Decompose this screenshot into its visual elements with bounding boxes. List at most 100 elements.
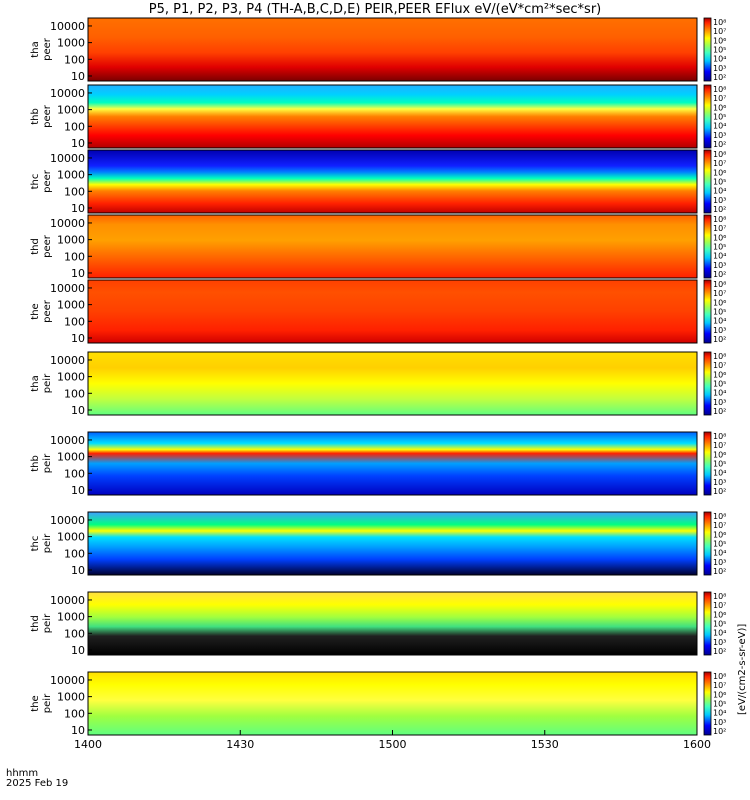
panel-label-species: peer [42, 299, 53, 323]
colorbar [703, 84, 712, 149]
y-tick-label: 10000 [50, 20, 85, 33]
spectrogram-image [88, 215, 697, 278]
colorbar-tick-label: 10³ [713, 478, 726, 487]
colorbar-tick-label: 10⁷ [713, 681, 726, 690]
colorbar-tick-label: 10⁶ [713, 690, 726, 699]
y-tick-label: 10000 [50, 87, 85, 100]
panel-label-probe: thd [30, 238, 41, 255]
colorbar-tick-label: 10⁸ [713, 432, 726, 441]
colorbar-tick-label: 10³ [713, 638, 726, 647]
colorbar-tick-label: 10⁶ [713, 298, 726, 307]
colorbar-tick-label: 10³ [713, 196, 726, 205]
colorbar-tick-label: 10² [713, 567, 726, 576]
colorbar-tick-label: 10³ [713, 398, 726, 407]
spectrogram-image [88, 672, 697, 735]
panel-label-probe: tha [30, 41, 41, 57]
colorbar-tick-label: 10³ [713, 326, 726, 335]
y-tick-label: 10000 [50, 674, 85, 687]
y-tick-label: 100 [64, 547, 85, 560]
spectrogram-panel-thd-peer: 10 100 1000 10000 thd peer 10²10³10⁴10⁵10⁶10⁷1… [30, 214, 726, 280]
spectrogram-image [88, 512, 697, 575]
colorbar-tick-label: 10³ [713, 558, 726, 567]
colorbar-tick-label: 10⁷ [713, 441, 726, 450]
spectrogram-panel-the-peer: 10 100 1000 10000 the peer 10²10³10⁴10⁵10⁶10⁷1… [30, 279, 726, 345]
panel-frame [87, 17, 698, 82]
spectrogram-panel-the-peir: 10 100 1000 10000 the peir 10²10³10⁴10⁵10⁶10⁷1… [30, 671, 726, 737]
spectrogram-image [88, 352, 697, 415]
colorbar-tick-label: 10⁸ [713, 150, 726, 159]
colorbar-tick-label: 10² [713, 487, 726, 496]
y-tick-label: 10000 [50, 282, 85, 295]
colorbar-tick-label: 10⁵ [713, 113, 726, 122]
spectrogram-panel-tha-peer: 10 100 1000 10000 tha peer 10²10³10⁴10⁵10⁶10⁷1… [30, 17, 726, 83]
panel-frame [87, 84, 698, 149]
colorbar [703, 511, 712, 576]
spectrogram-panel-thc-peer: 10 100 1000 10000 thc peer 10²10³10⁴10⁵10⁶10⁷1… [30, 149, 726, 215]
x-tick-label: 1430 [226, 738, 254, 751]
panel-frame [87, 431, 698, 496]
colorbar-tick-label: 10⁴ [713, 389, 726, 398]
colorbar-tick-label: 10⁷ [713, 159, 726, 168]
panel-label-species: peer [42, 169, 53, 193]
panel-frame [87, 214, 698, 279]
panel-label-species: peir [42, 373, 53, 393]
colorbar-tick-label: 10⁶ [713, 233, 726, 242]
colorbar-tick-label: 10⁴ [713, 252, 726, 261]
panel-label-probe: the [30, 695, 41, 711]
colorbar-tick-label: 10⁸ [713, 672, 726, 681]
colorbar-tick-label: 10⁸ [713, 280, 726, 289]
colorbar [703, 279, 712, 344]
spectrogram-image [88, 432, 697, 495]
panel-label-species: peir [42, 693, 53, 713]
spectrogram-image [88, 150, 697, 213]
colorbar-tick-label: 10⁸ [713, 512, 726, 521]
colorbar-tick-label: 10² [713, 270, 726, 279]
panel-label-species: peir [42, 453, 53, 473]
y-tick-label: 1000 [57, 104, 85, 117]
colorbar-tick-label: 10⁴ [713, 469, 726, 478]
colorbar-tick-label: 10⁷ [713, 521, 726, 530]
colorbar-tick-label: 10⁵ [713, 46, 726, 55]
y-tick-label: 10 [71, 564, 85, 577]
panel-frame [87, 591, 698, 656]
panel-label-species: peir [42, 533, 53, 553]
colorbar-tick-label: 10⁸ [713, 352, 726, 361]
colorbar-tick-label: 10⁵ [713, 540, 726, 549]
colorbar-tick-label: 10⁷ [713, 27, 726, 36]
colorbar [703, 149, 712, 214]
x-corner-label-time: hhmm [6, 768, 39, 779]
x-tick-label: 1530 [531, 738, 559, 751]
y-tick-label: 1000 [57, 691, 85, 704]
colorbar-tick-label: 10⁵ [713, 620, 726, 629]
panel-label-species: peir [42, 613, 53, 633]
y-tick-label: 100 [64, 120, 85, 133]
y-tick-label: 100 [64, 315, 85, 328]
colorbar-tick-label: 10⁶ [713, 168, 726, 177]
x-corner-label-date: 2025 Feb 19 [6, 778, 69, 789]
colorbar-tick-label: 10² [713, 647, 726, 656]
panel-label-probe: thb [30, 455, 41, 472]
y-tick-label: 10 [71, 332, 85, 345]
y-tick-label: 100 [64, 707, 85, 720]
panel-label-probe: tha [30, 375, 41, 391]
colorbar-tick-label: 10⁴ [713, 55, 726, 64]
colorbar-tick-label: 10³ [713, 718, 726, 727]
colorbar-tick-label: 10² [713, 73, 726, 82]
spectrogram-panel-thd-peir: 10 100 1000 10000 thd peir 10²10³10⁴10⁵10⁶10⁷1… [30, 591, 726, 657]
colorbar-tick-label: 10³ [713, 64, 726, 73]
colorbar-tick-label: 10⁸ [713, 592, 726, 601]
colorbar-tick-label: 10⁵ [713, 243, 726, 252]
colorbar-tick-label: 10⁴ [713, 709, 726, 718]
y-tick-label: 10000 [50, 514, 85, 527]
colorbar [703, 214, 712, 279]
y-tick-label: 10000 [50, 434, 85, 447]
colorbar-tick-label: 10³ [713, 261, 726, 270]
x-tick-label: 1600 [683, 738, 711, 751]
y-tick-label: 1000 [57, 371, 85, 384]
y-tick-label: 10 [71, 202, 85, 215]
y-tick-label: 10000 [50, 354, 85, 367]
colorbar-tick-label: 10⁸ [713, 85, 726, 94]
colorbar-tick-label: 10⁶ [713, 103, 726, 112]
y-tick-label: 1000 [57, 234, 85, 247]
